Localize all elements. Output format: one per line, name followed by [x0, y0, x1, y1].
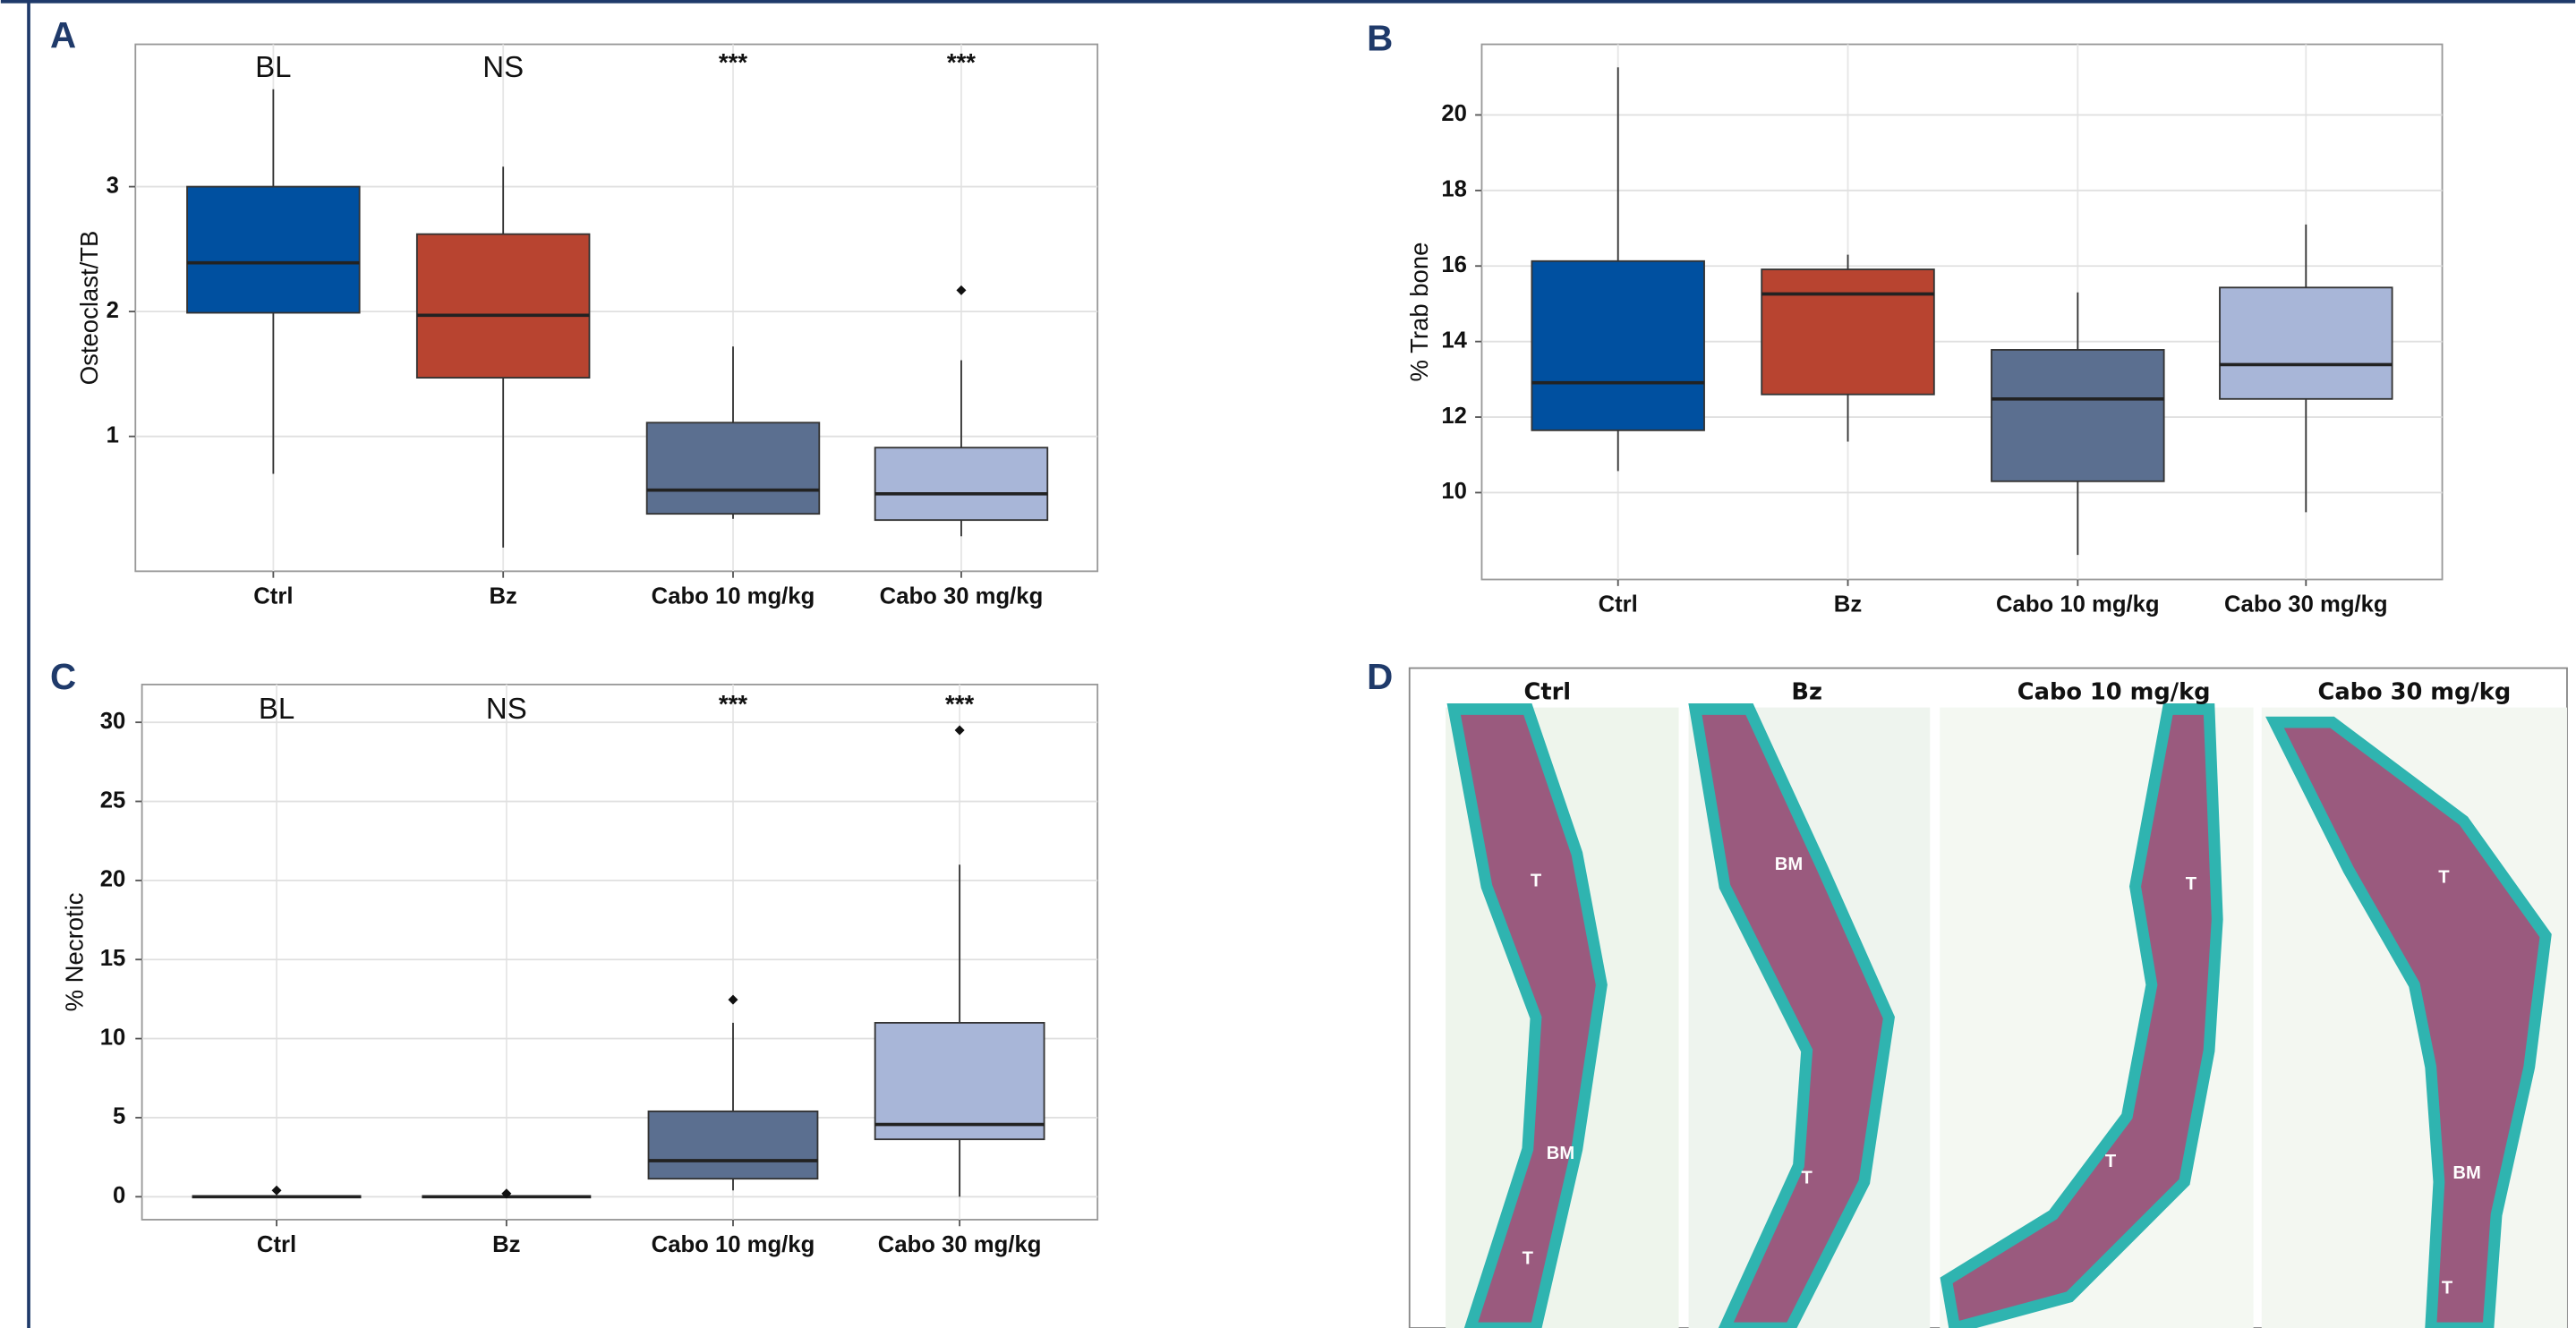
figure: 123Osteoclast/TBACtrlBLBzNSCabo 10 mg/kg…	[0, 0, 2576, 1328]
y-tick-label: 14	[1441, 328, 1467, 353]
box	[1531, 261, 1704, 430]
box	[875, 447, 1048, 520]
y-tick-label: 25	[100, 787, 126, 813]
image-label: T	[1802, 1168, 1813, 1188]
panel-letter: A	[50, 14, 76, 55]
panel-letter: D	[1367, 656, 1393, 697]
x-tick-label: Ctrl	[257, 1232, 296, 1257]
y-tick-label: 20	[100, 867, 126, 892]
y-tick-label: 20	[1441, 101, 1467, 126]
significance-label: ***	[947, 48, 976, 76]
column-title: Bz	[1791, 679, 1822, 706]
column-title: Cabo 10 mg/kg	[2017, 679, 2211, 706]
y-tick-label: 5	[113, 1104, 125, 1129]
image-label: BM	[1775, 855, 1803, 874]
x-tick-label: Cabo 10 mg/kg	[1996, 592, 2160, 617]
box	[1992, 350, 2164, 481]
y-tick-label: 16	[1441, 252, 1467, 277]
y-tick-label: 12	[1441, 404, 1467, 429]
image-label: BM	[1547, 1144, 1574, 1163]
column-title: Ctrl	[1524, 679, 1572, 706]
image-label: T	[2186, 874, 2197, 894]
histology-panel	[1410, 668, 2567, 1328]
panel-letter: C	[50, 656, 76, 697]
x-tick-label: Cabo 30 mg/kg	[880, 583, 1044, 609]
significance-label: ***	[719, 690, 747, 718]
y-tick-label: 30	[100, 709, 126, 734]
image-label: T	[2438, 868, 2450, 888]
y-axis-label: % Necrotic	[61, 892, 89, 1011]
significance-label: ***	[719, 48, 747, 76]
significance-label: ***	[945, 690, 974, 718]
y-tick-label: 15	[100, 946, 126, 971]
significance-label: BL	[255, 50, 291, 83]
x-tick-label: Cabo 10 mg/kg	[652, 1232, 815, 1257]
column-title: Cabo 30 mg/kg	[2318, 679, 2512, 706]
image-label: T	[1531, 871, 1542, 890]
x-tick-label: Ctrl	[1599, 592, 1638, 617]
image-label: T	[2105, 1152, 2117, 1171]
y-tick-label: 10	[100, 1025, 126, 1050]
y-axis-label: Osteoclast/TB	[75, 231, 103, 386]
box	[875, 1023, 1045, 1139]
x-tick-label: Cabo 30 mg/kg	[878, 1232, 1042, 1257]
box	[2220, 287, 2393, 398]
box	[417, 234, 590, 378]
x-tick-label: Cabo 10 mg/kg	[652, 583, 815, 609]
y-tick-label: 1	[107, 422, 119, 447]
significance-label: NS	[482, 50, 524, 83]
significance-label: NS	[486, 692, 527, 725]
x-tick-label: Cabo 30 mg/kg	[2224, 592, 2388, 617]
box	[1761, 269, 1934, 395]
box	[647, 422, 820, 514]
image-label: T	[2442, 1278, 2453, 1298]
y-tick-label: 10	[1441, 479, 1467, 504]
x-tick-label: Bz	[492, 1232, 520, 1257]
y-tick-label: 2	[107, 298, 119, 323]
significance-label: BL	[259, 692, 294, 725]
y-axis-label: % Trab bone	[1405, 243, 1433, 382]
image-label: T	[1523, 1248, 1534, 1268]
panel-letter: B	[1367, 18, 1393, 59]
y-tick-label: 18	[1441, 177, 1467, 202]
box	[649, 1111, 818, 1179]
page: {"chart_data": [ {"type": "box", "panel"…	[0, 0, 2576, 1328]
y-tick-label: 0	[113, 1183, 125, 1208]
x-tick-label: Bz	[1834, 592, 1862, 617]
x-tick-label: Bz	[489, 583, 516, 609]
box	[187, 187, 360, 313]
y-tick-label: 3	[107, 173, 119, 198]
image-label: BM	[2452, 1163, 2480, 1183]
x-tick-label: Ctrl	[253, 583, 293, 609]
